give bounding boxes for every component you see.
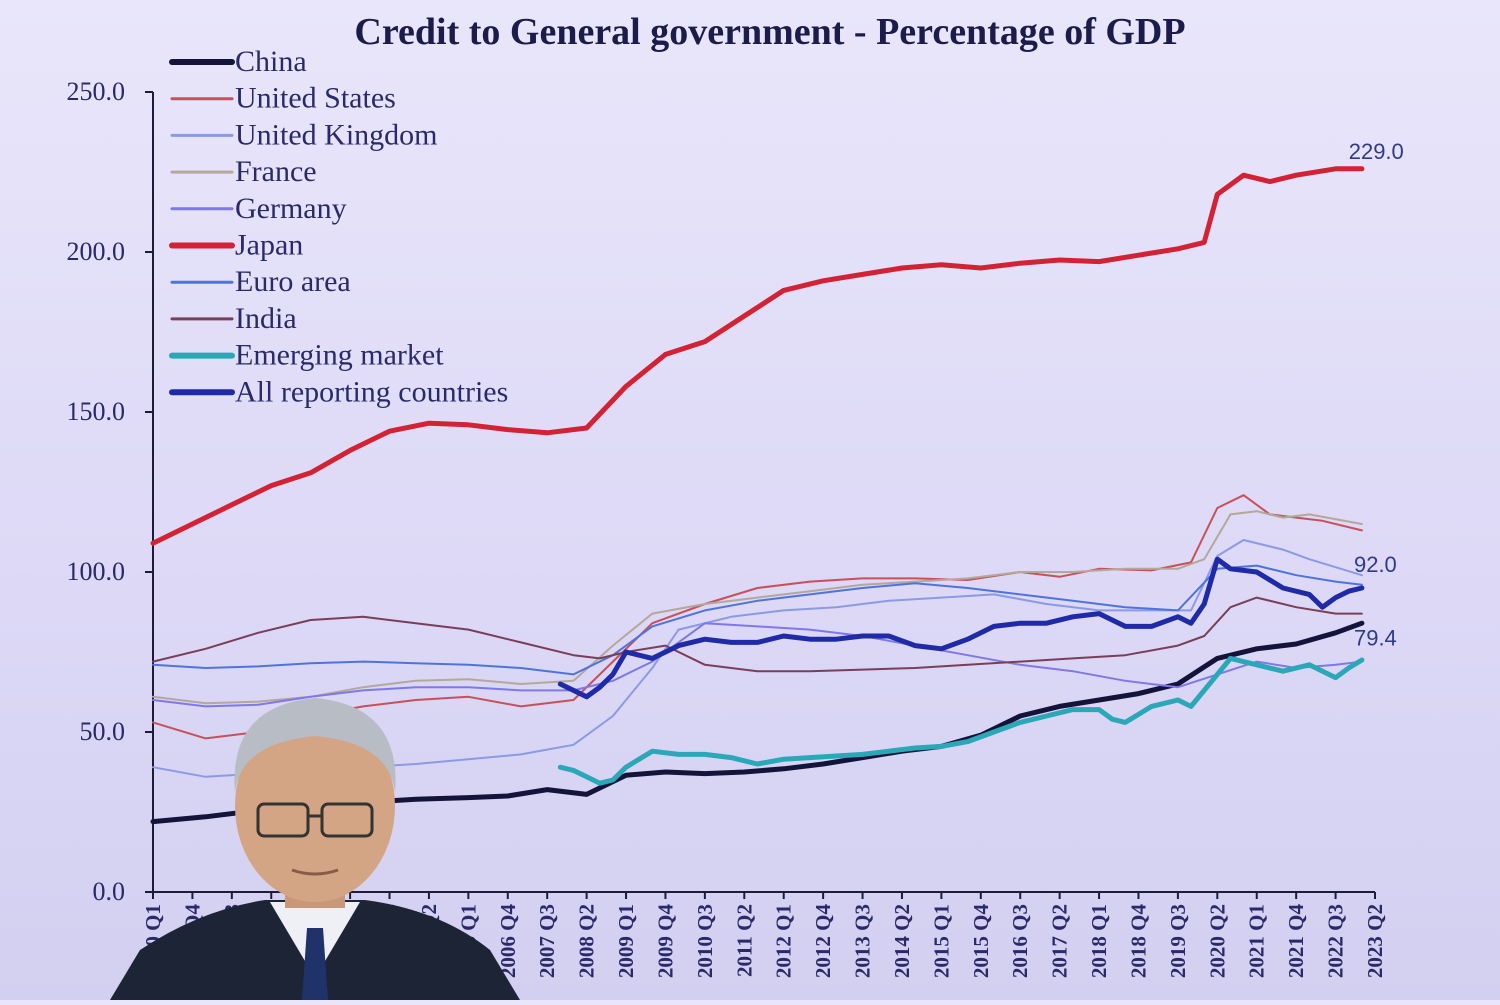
- series-line-all-reporting-countries: [557, 556, 1365, 700]
- legend-label-japan: Japan: [235, 229, 303, 262]
- x-tick-label: 2007 Q3: [535, 904, 559, 978]
- x-tick-label: 2023 Q2: [1363, 904, 1387, 978]
- x-tick-label: 2016 Q3: [1008, 904, 1032, 978]
- x-tick-label: 2011 Q2: [732, 904, 756, 977]
- series-line-japan: [150, 166, 1365, 546]
- chart-axes: [152, 92, 1375, 893]
- data-label: 229.0: [1349, 139, 1404, 164]
- data-label: 79.4: [1354, 626, 1397, 651]
- legend-label-united-states: United States: [235, 82, 396, 115]
- x-tick-label: 2013 Q3: [851, 904, 875, 978]
- legend-label-india: India: [235, 302, 297, 335]
- legend-label-china: China: [235, 45, 307, 78]
- series-line-germany: [152, 622, 1363, 708]
- x-tick-label: 2018 Q1: [1087, 904, 1111, 978]
- series-line-india: [152, 596, 1363, 673]
- x-tick-label: 2008 Q2: [575, 904, 599, 978]
- x-tick-label: 2006 Q4: [496, 904, 520, 979]
- series-line-united-states: [152, 494, 1363, 740]
- x-tick-label: 2021 Q4: [1284, 904, 1308, 979]
- x-tick-label: 2012 Q1: [772, 904, 796, 978]
- series-line-emerging-market: [557, 655, 1365, 786]
- y-tick-label: 100.0: [67, 557, 126, 586]
- x-tick-label: 2009 Q4: [653, 904, 677, 979]
- x-tick-label: 2022 Q3: [1324, 904, 1348, 978]
- y-tick-label: 0.0: [93, 877, 126, 906]
- x-tick-label: 2010 Q3: [693, 904, 717, 978]
- series-line-china: [150, 620, 1365, 825]
- legend-label-euro-area: Euro area: [235, 265, 351, 298]
- x-tick-label: 2019 Q3: [1166, 904, 1190, 978]
- x-tick-label: 2009 Q1: [614, 904, 638, 978]
- chart-annotations: 229.0 92.0 79.4: [1349, 139, 1404, 650]
- x-tick-label: 2015 Q4: [969, 904, 993, 979]
- legend-label-france: France: [235, 155, 317, 188]
- legend-label-all-reporting-countries: All reporting countries: [235, 375, 508, 408]
- x-tick-label: 2020 Q2: [1205, 904, 1229, 978]
- presenter-photo: [110, 698, 520, 1000]
- x-tick-label: 2017 Q2: [1048, 904, 1072, 978]
- y-tick-label: 50.0: [80, 717, 126, 746]
- x-tick-label: 2021 Q1: [1245, 904, 1269, 978]
- x-tick-label: 2014 Q2: [890, 904, 914, 978]
- y-tick-label: 200.0: [67, 237, 126, 266]
- x-tick-label: 2012 Q4: [811, 904, 835, 979]
- y-tick-label: 250.0: [67, 77, 126, 106]
- y-tick-labels: 0.0 50.0 100.0 150.0 200.0 250.0: [67, 77, 153, 906]
- y-tick-label: 150.0: [67, 397, 126, 426]
- data-label: 92.0: [1354, 552, 1397, 577]
- x-tick-label: 2018 Q4: [1126, 904, 1150, 979]
- legend-label-united-kingdom: United Kingdom: [235, 118, 438, 151]
- legend-label-germany: Germany: [235, 192, 347, 225]
- chart-title: Credit to General government - Percentag…: [354, 11, 1185, 53]
- chart-series: [150, 166, 1365, 825]
- legend-label-emerging-market: Emerging market: [235, 339, 444, 372]
- x-tick-label: 2015 Q1: [929, 904, 953, 978]
- series-line-france: [152, 510, 1363, 705]
